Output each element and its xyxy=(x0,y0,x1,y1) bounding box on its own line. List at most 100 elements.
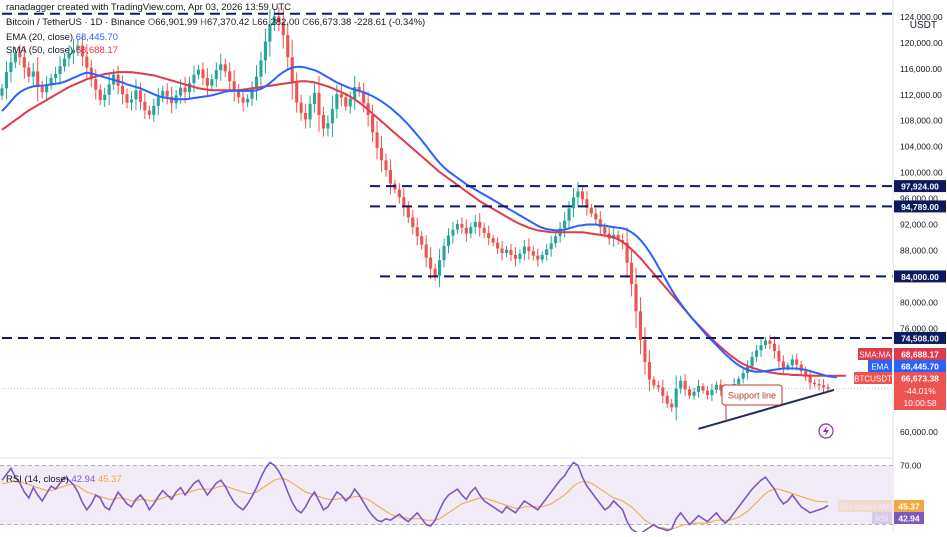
candle-body xyxy=(616,234,620,241)
sma-legend-value: 68,688.17 xyxy=(75,45,118,56)
candle-body xyxy=(679,380,683,389)
candle-body xyxy=(304,112,308,120)
candle-body xyxy=(464,227,468,234)
price-axis-tick-label: 104,000.00 xyxy=(900,142,943,152)
candle-body xyxy=(424,244,428,258)
price-tag-name-box xyxy=(868,360,892,372)
rsi-legend[interactable]: RSI (14, close) 42.94 45.37 xyxy=(6,474,122,485)
price-change-percent: -44.01% xyxy=(904,386,936,396)
lightning-icon-ring xyxy=(818,423,834,439)
candle-body xyxy=(192,74,196,84)
candle-body xyxy=(491,238,495,243)
candle-body xyxy=(18,52,22,58)
candle-body xyxy=(759,345,763,351)
candle-body xyxy=(563,220,567,229)
ema-legend[interactable]: EMA (20, close) 68,445.70 xyxy=(6,32,118,43)
candle-body xyxy=(371,114,375,133)
price-axis[interactable]: 124,000.00 120,000.00 116,000.00 112,000.00… xyxy=(892,0,947,532)
candle-body xyxy=(147,110,151,115)
candle-body xyxy=(496,242,500,249)
rsi-legend-label: RSI (14, close) xyxy=(6,474,69,485)
candle-body xyxy=(4,72,9,89)
price-axis-tick-label: 76,000.00 xyxy=(900,323,938,333)
candle-body xyxy=(768,340,772,344)
sma-legend[interactable]: SMA (50, close) 68,688.17 xyxy=(6,45,118,56)
price-tag-name-box xyxy=(858,348,892,360)
candle-body xyxy=(232,81,236,91)
lightning-icon[interactable] xyxy=(818,423,834,439)
candle-body xyxy=(482,227,486,233)
candle-body xyxy=(246,98,250,103)
candle-body xyxy=(817,384,821,386)
candle-body xyxy=(152,105,156,115)
symbol-name[interactable]: Bitcoin / TetherUS · 1D · Binance xyxy=(6,17,146,28)
candle-body xyxy=(362,91,366,104)
candle-body xyxy=(339,94,343,98)
candle-body xyxy=(460,223,464,228)
candle-body xyxy=(719,384,723,391)
candle-body xyxy=(98,89,102,100)
candle-body xyxy=(688,389,692,396)
candle-body xyxy=(165,90,169,97)
candle-body xyxy=(36,71,40,88)
candle-body xyxy=(290,57,294,83)
candle-body xyxy=(281,22,285,36)
currency-text: USDT xyxy=(909,20,937,31)
candle-body xyxy=(741,373,745,379)
candle-body xyxy=(603,227,607,234)
candle-body xyxy=(585,199,589,208)
price-axis-tick-label: 120,000.00 xyxy=(900,38,943,48)
candle-body xyxy=(821,385,826,388)
price-axis-tick-label: 96,000.00 xyxy=(900,194,938,204)
price-axis-tick-label: 80,000.00 xyxy=(900,297,938,307)
candle-body xyxy=(647,362,651,380)
price-axis-tick-label: 116,000.00 xyxy=(900,64,942,74)
candle-body xyxy=(62,58,67,67)
change-value: -228.61 (-0.34%) xyxy=(353,17,426,28)
candle-body xyxy=(379,147,384,161)
candle-body xyxy=(272,16,276,25)
price-tag-value-box xyxy=(894,372,946,384)
candle-body xyxy=(143,101,147,111)
open-label: O xyxy=(147,17,156,28)
candle-body xyxy=(344,97,348,107)
candle-body xyxy=(420,236,424,245)
candle-body xyxy=(656,385,660,388)
candle-body xyxy=(429,257,433,269)
candle-body xyxy=(683,380,687,390)
candle-body xyxy=(763,340,768,346)
sma-legend-label: SMA (50, close) xyxy=(6,45,74,56)
level-tag-label: 97,924.00 xyxy=(901,182,939,192)
candle-body xyxy=(241,97,245,103)
candle-body xyxy=(103,94,107,100)
candle-body xyxy=(826,387,830,389)
candle-body xyxy=(375,132,379,148)
support-trendline xyxy=(698,388,835,430)
candle-body xyxy=(326,123,330,129)
candle-body xyxy=(263,41,267,61)
price-axis-tick-label: 112,000.00 xyxy=(900,90,942,100)
candle-body xyxy=(107,84,111,95)
price-axis-tick-label: 108,000.00 xyxy=(900,116,943,126)
candle-body xyxy=(384,160,388,171)
level-tag-label: 94,789.00 xyxy=(901,202,939,212)
close-value: 66,673.38 xyxy=(309,17,352,28)
candle-body xyxy=(388,170,392,184)
price-tag-name-box xyxy=(854,372,892,384)
price-axis-tick-label: 60,000.00 xyxy=(900,427,938,437)
candle-body xyxy=(286,35,290,58)
candle-body xyxy=(531,251,535,256)
candle-body xyxy=(237,90,241,98)
candle-body xyxy=(790,359,794,366)
price-axis-tick-label: 92,000.00 xyxy=(900,220,938,230)
candle-body xyxy=(589,207,593,214)
candle-body xyxy=(772,343,776,351)
candle-body xyxy=(348,98,352,107)
candle-body xyxy=(571,197,576,209)
candle-body xyxy=(665,395,669,404)
support-line-layer: Support line xyxy=(698,384,835,439)
countdown-box xyxy=(894,384,946,410)
candle-body xyxy=(540,254,544,260)
price-axis-background xyxy=(893,0,947,532)
